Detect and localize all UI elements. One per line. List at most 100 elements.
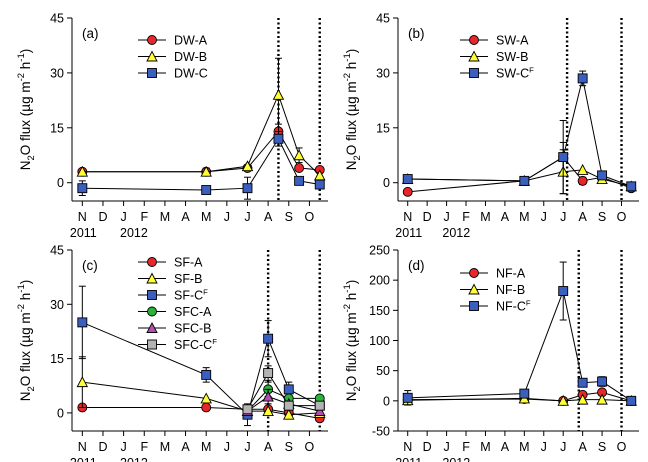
data-point [597, 170, 608, 181]
y-tick-label: 200 [369, 274, 390, 288]
data-point [262, 405, 274, 417]
x-tick-label: O [617, 210, 627, 224]
series-dw-a [77, 123, 325, 177]
x-tick-label: D [423, 440, 432, 454]
series-line [82, 321, 320, 416]
legend-label: NF-A [496, 267, 526, 281]
y-tick-label: 45 [50, 244, 64, 258]
legend-marker [147, 68, 157, 78]
data-point [314, 179, 325, 190]
legend-label: DW-C [174, 67, 208, 81]
year-label: 2011 [70, 456, 97, 462]
data-point [519, 388, 530, 399]
x-tick-label: D [98, 210, 107, 224]
x-tick-label: D [98, 440, 107, 454]
legend-label: NF-CF [496, 299, 531, 314]
legend-marker [147, 306, 157, 317]
legend-marker [147, 290, 157, 300]
data-point [577, 377, 588, 388]
data-point [201, 369, 212, 380]
y-tick-label: 30 [376, 66, 390, 80]
legend-marker [469, 68, 479, 78]
x-tick-label: F [462, 440, 470, 454]
x-tick-label: J [541, 210, 547, 224]
y-tick-label: 15 [376, 121, 390, 135]
data-point [241, 160, 254, 172]
series-line [407, 78, 632, 187]
data-point [577, 175, 588, 186]
y-tick-label: 30 [50, 298, 64, 312]
y-tick-label: 45 [50, 12, 64, 26]
x-tick-label: N [403, 440, 412, 454]
data-point [283, 400, 294, 411]
legend-label: SF-A [174, 256, 203, 270]
y-tick-label: 0 [383, 176, 390, 190]
x-tick-label: N [78, 210, 87, 224]
chart-panel-4: -50050100150200250NDJFMAMJJASO20112012N2… [342, 244, 639, 462]
data-point [558, 152, 569, 163]
data-point [272, 88, 285, 100]
y-tick-label: 0 [57, 406, 64, 420]
y-axis-label: N2O flux (µg m-2 h-1) [16, 280, 37, 402]
x-tick-label: O [305, 440, 315, 454]
data-point [200, 392, 212, 404]
x-tick-label: J [443, 440, 449, 454]
x-tick-label: S [285, 210, 293, 224]
x-tick-label: J [443, 210, 449, 224]
y-axis-label: N2O flux (µg m-2 h-1) [342, 49, 363, 171]
data-point [263, 333, 274, 344]
legend-marker [469, 35, 479, 45]
x-tick-label: J [120, 440, 126, 454]
series-line [247, 372, 320, 410]
x-tick-label: O [617, 440, 627, 454]
panel-label: (a) [82, 26, 99, 41]
legend-marker [147, 339, 157, 350]
legend-marker [147, 257, 157, 267]
x-tick-label: M [480, 210, 490, 224]
data-point [242, 183, 253, 194]
y-tick-label: -50 [372, 425, 390, 439]
data-point [626, 181, 637, 192]
x-tick-label: M [480, 440, 490, 454]
series-line [247, 396, 320, 412]
data-point [201, 402, 212, 413]
x-tick-label: M [519, 210, 529, 224]
y-tick-label: 15 [50, 121, 64, 135]
y-tick-label: 45 [376, 12, 390, 26]
data-point [77, 317, 88, 328]
x-tick-label: M [160, 210, 170, 224]
year-label: 2012 [120, 226, 148, 240]
legend-marker [469, 268, 479, 278]
series-sfc-c [242, 365, 325, 415]
x-tick-label: J [120, 210, 126, 224]
series-nf-c [402, 261, 637, 406]
legend-label: SW-CF [496, 66, 534, 81]
y-tick-label: 250 [369, 244, 390, 258]
x-tick-label: M [201, 210, 211, 224]
data-point [77, 183, 88, 194]
legend-label: SW-A [496, 34, 529, 48]
x-tick-label: O [305, 210, 315, 224]
data-point [558, 286, 569, 296]
x-tick-label: J [224, 440, 230, 454]
x-tick-label: A [181, 440, 190, 454]
x-tick-label: A [181, 210, 190, 224]
x-tick-label: F [462, 210, 470, 224]
x-tick-label: M [201, 440, 211, 454]
legend-marker [468, 283, 480, 295]
legend-label: SF-CF [174, 288, 208, 303]
series-dw-b [76, 57, 326, 181]
x-tick-label: N [78, 440, 87, 454]
data-point [76, 376, 89, 388]
data-point [313, 405, 326, 417]
x-tick-label: F [140, 440, 148, 454]
data-point [76, 165, 89, 177]
x-tick-label: A [578, 440, 587, 454]
series-line [407, 397, 632, 402]
panel-label: (d) [408, 258, 425, 273]
x-tick-label: J [560, 440, 566, 454]
data-point [557, 394, 569, 406]
